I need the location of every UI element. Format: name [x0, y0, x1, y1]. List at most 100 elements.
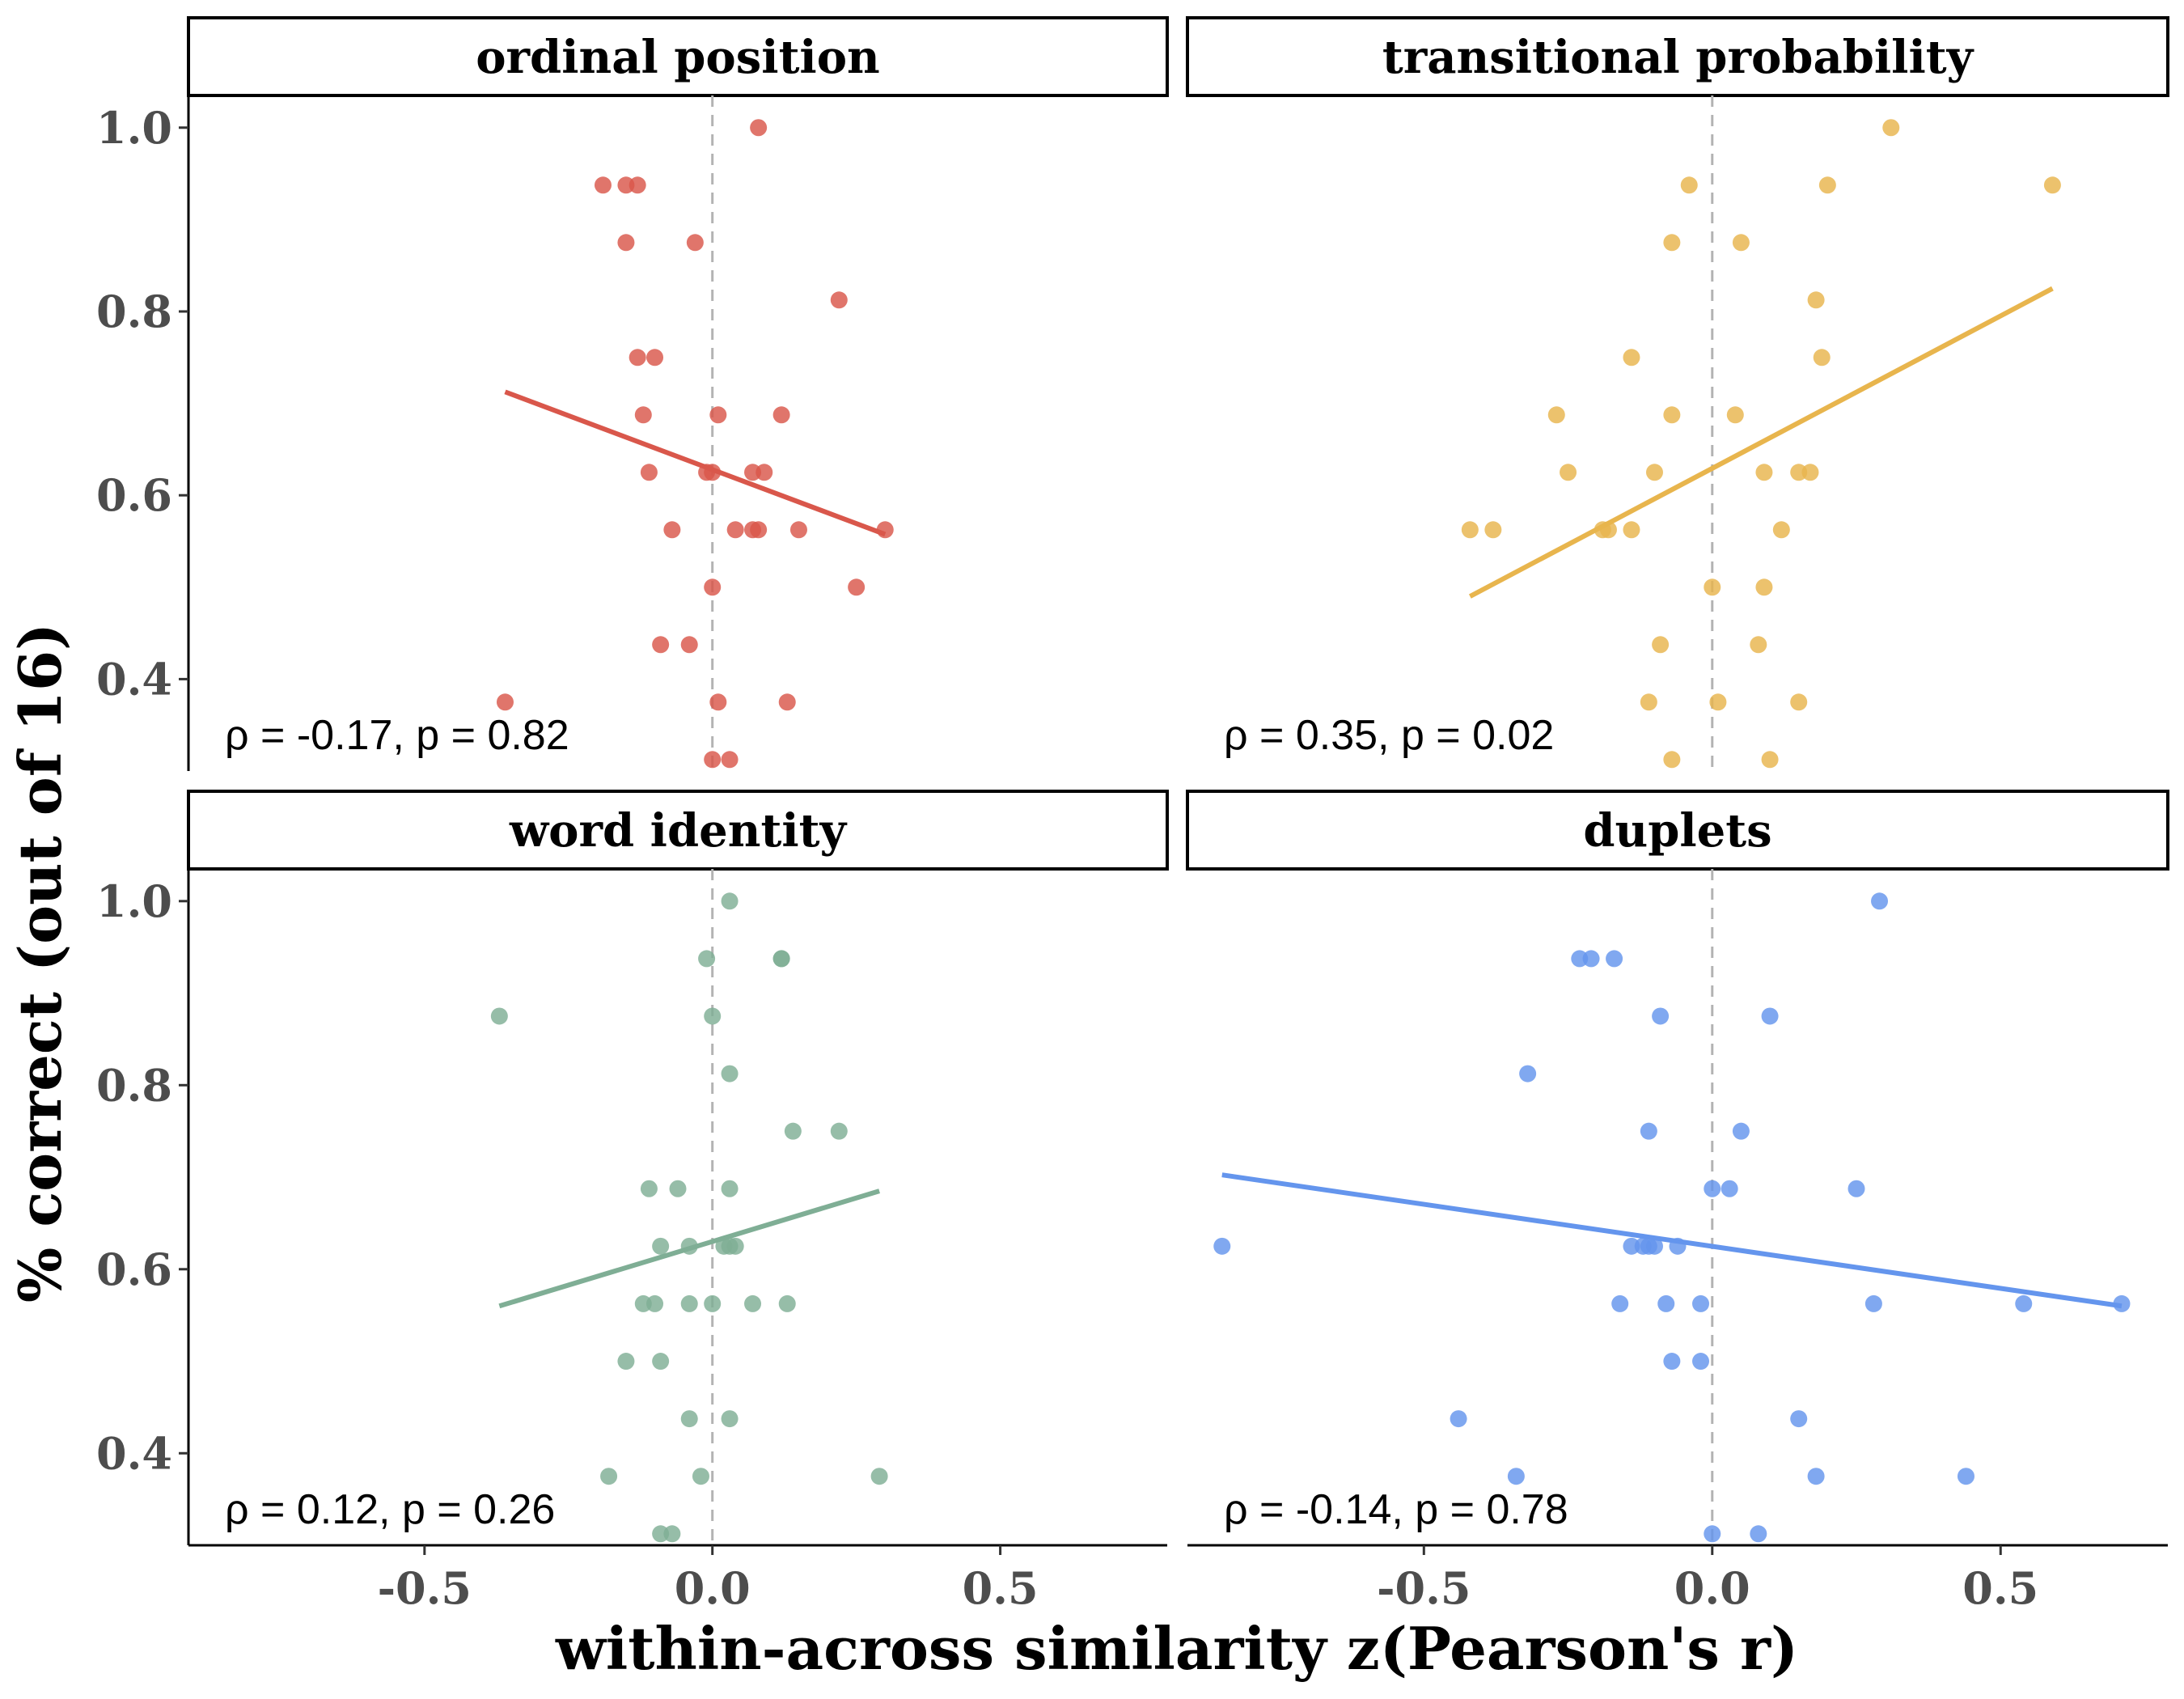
data-point [640, 1180, 658, 1197]
data-point [640, 464, 658, 481]
data-point [1807, 291, 1825, 309]
y-axis-title: % correct (out of 16) [6, 623, 74, 1303]
y-tick-label: 0.6 [96, 469, 172, 521]
regression-line [498, 1188, 880, 1309]
correlation-annotation: ρ = 0.12, p = 0.26 [225, 1486, 555, 1533]
facet-strip-title: transitional probability [1382, 31, 1974, 84]
data-point [830, 291, 848, 309]
facet-strip-title: ordinal position [476, 31, 880, 84]
data-point [617, 234, 635, 252]
data-point [1519, 1065, 1537, 1083]
data-point [704, 751, 722, 769]
data-point [1755, 578, 1773, 596]
data-point [1726, 406, 1744, 424]
x-tick-label: 0.5 [1962, 1562, 2038, 1614]
data-point [848, 578, 866, 596]
facet-strip-title: duplets [1583, 804, 1771, 858]
x-tick-label: 0.0 [675, 1562, 751, 1614]
facet-strip [1186, 790, 2169, 871]
data-point [1761, 751, 1779, 769]
data-point [1652, 636, 1670, 654]
data-point [1704, 578, 1721, 596]
data-point [680, 1294, 698, 1312]
data-point [646, 1294, 664, 1312]
data-point [594, 176, 612, 194]
data-point [2043, 176, 2061, 194]
data-point [1704, 1525, 1721, 1543]
facet-strip [1186, 16, 2169, 97]
data-point [1801, 464, 1819, 481]
data-point [496, 693, 514, 711]
data-point [652, 1237, 670, 1255]
data-point [1750, 636, 1767, 654]
data-point [1484, 521, 1502, 539]
data-point [726, 1237, 744, 1255]
data-point [789, 521, 807, 539]
data-point [680, 1410, 698, 1428]
data-point [617, 1353, 635, 1371]
data-point [1680, 176, 1698, 194]
data-point [1957, 1468, 1974, 1485]
data-point [1640, 1122, 1657, 1140]
x-tick-label: 0.0 [1674, 1562, 1750, 1614]
data-point [1732, 234, 1750, 252]
facet-strip-title: word identity [509, 804, 847, 858]
x-axis-title: within-across similarity z(Pearson's r) [555, 1614, 1798, 1683]
data-point [652, 636, 670, 654]
data-point [692, 1468, 709, 1485]
data-point [1547, 406, 1565, 424]
data-point [1645, 1237, 1663, 1255]
data-point [1640, 693, 1657, 711]
x-tick-label: -0.5 [378, 1562, 472, 1614]
data-point [1582, 950, 1600, 968]
data-point [744, 1294, 762, 1312]
data-point [709, 406, 727, 424]
data-point [1663, 406, 1681, 424]
correlation-annotation: ρ = -0.14, p = 0.78 [1224, 1486, 1568, 1533]
y-tick-label: 1.0 [96, 875, 172, 927]
facet-strip [187, 16, 1169, 97]
data-point [669, 1180, 687, 1197]
data-point [1721, 1180, 1738, 1197]
data-point [663, 1525, 681, 1543]
data-point [1692, 1353, 1710, 1371]
data-point [1461, 521, 1479, 539]
data-point [1450, 1410, 1467, 1428]
data-point [1623, 521, 1640, 539]
data-point [750, 521, 768, 539]
data-point [704, 1294, 722, 1312]
data-point [830, 1122, 848, 1140]
data-point [778, 693, 796, 711]
data-point [629, 349, 646, 366]
regression-line [1221, 1172, 2123, 1309]
data-point [704, 578, 722, 596]
data-point [870, 1468, 888, 1485]
data-point [721, 751, 739, 769]
data-point [1692, 1294, 1710, 1312]
y-tick-label: 0.4 [96, 653, 172, 705]
data-point [721, 1410, 739, 1428]
data-point [646, 349, 664, 366]
data-point [1871, 892, 1889, 910]
data-point [1882, 119, 1900, 137]
data-point [1652, 1007, 1670, 1025]
data-point [1790, 1410, 1808, 1428]
data-point [1663, 751, 1681, 769]
data-point [1560, 464, 1577, 481]
data-point [634, 406, 652, 424]
data-point [1790, 693, 1808, 711]
data-point [772, 406, 790, 424]
y-tick-label: 0.8 [96, 286, 172, 337]
data-point [652, 1353, 670, 1371]
data-point [1623, 349, 1640, 366]
data-point [686, 234, 704, 252]
data-point [1645, 464, 1663, 481]
data-point [1750, 1525, 1767, 1543]
y-tick-label: 0.4 [96, 1427, 172, 1479]
data-point [1704, 1180, 1721, 1197]
data-point [629, 176, 646, 194]
data-point [1657, 1294, 1675, 1312]
data-point [772, 950, 790, 968]
regression-line [1468, 286, 2054, 599]
